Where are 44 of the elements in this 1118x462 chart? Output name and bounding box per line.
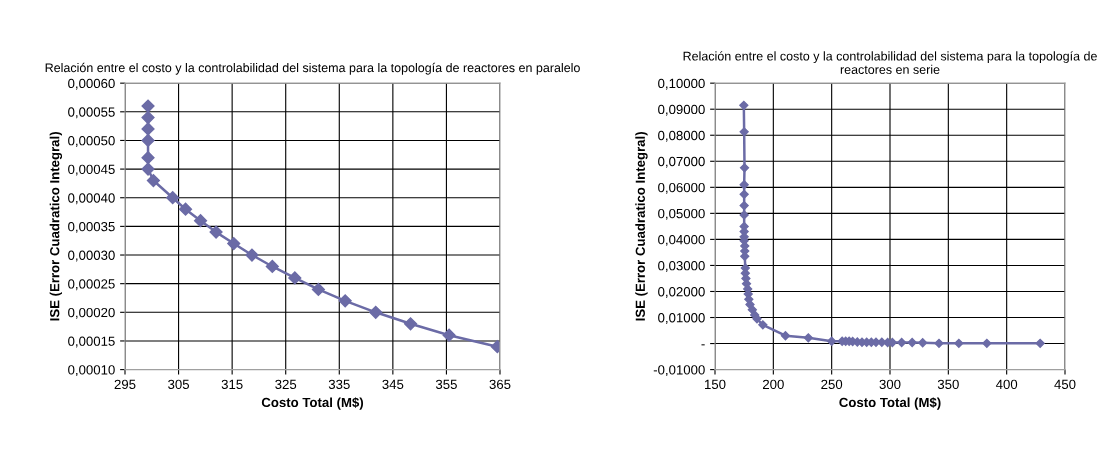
y-tick-label: 0,08000 bbox=[658, 130, 705, 142]
y-tick-label: 0,00050 bbox=[68, 136, 115, 147]
y-tick-label: 0,00030 bbox=[68, 250, 115, 262]
y-tick-label: 0,04000 bbox=[658, 234, 705, 246]
y-axis-title: ISE (Error Cuadratico Integral) bbox=[635, 132, 648, 321]
x-axis-title: Costo Total (M$) bbox=[261, 397, 364, 410]
y-tick-label: 0,09000 bbox=[658, 104, 705, 116]
x-tick-label: 335 bbox=[328, 379, 350, 390]
y-tick-label: 0,05000 bbox=[658, 208, 705, 220]
x-tick-label: 355 bbox=[435, 379, 457, 390]
y-tick-label: 0,10000 bbox=[658, 78, 705, 90]
x-tick-label: 450 bbox=[1054, 379, 1076, 390]
x-tick-label: 400 bbox=[995, 379, 1018, 390]
y-tick-label: 0,03000 bbox=[658, 261, 705, 272]
chart-title: Relación entre el costo y la controlabilidad del sistema para la topología de reactores en paralelo bbox=[45, 62, 580, 75]
y-tick-label: 0,00020 bbox=[68, 307, 115, 319]
y-tick-label: 0,00055 bbox=[68, 107, 115, 119]
y-tick-label: 0,00060 bbox=[68, 78, 115, 90]
y-tick-label: 0,01000 bbox=[658, 313, 705, 324]
y-tick-label: 0,00025 bbox=[68, 279, 115, 291]
y-tick-label: 0,06000 bbox=[658, 182, 705, 194]
x-tick-label: 315 bbox=[221, 379, 243, 390]
y-tick-label: - bbox=[701, 344, 705, 346]
y-tick-label: 0,00040 bbox=[68, 193, 115, 205]
x-tick-label: 345 bbox=[382, 379, 404, 390]
x-tick-label: 350 bbox=[937, 379, 959, 390]
x-tick-label: 200 bbox=[762, 379, 784, 390]
x-tick-label: 300 bbox=[879, 379, 901, 390]
x-tick-label: 305 bbox=[168, 379, 190, 390]
y-tick-label: 0,07000 bbox=[658, 156, 705, 168]
y-tick-label: 0,00010 bbox=[68, 365, 115, 377]
x-tick-label: 365 bbox=[489, 379, 511, 390]
x-tick-label: 250 bbox=[821, 379, 843, 390]
y-tick-label: 0,00015 bbox=[68, 336, 115, 348]
x-tick-label: 325 bbox=[275, 379, 297, 390]
y-tick-label: 0,02000 bbox=[658, 287, 705, 298]
y-tick-label: -0,01000 bbox=[653, 365, 705, 377]
y-tick-label: 0,00045 bbox=[68, 164, 115, 176]
x-axis-title: Costo Total (M$) bbox=[839, 397, 941, 410]
y-axis-title: ISE (Error Cuadratico Integral) bbox=[49, 132, 63, 321]
chart-title: Relación entre el costo y la controlabilidad del sistema para la topología de reactores en serie bbox=[683, 51, 1097, 74]
x-tick-label: 150 bbox=[705, 379, 726, 390]
x-tick-label: 295 bbox=[114, 379, 136, 390]
y-tick-label: 0,00035 bbox=[68, 221, 115, 233]
